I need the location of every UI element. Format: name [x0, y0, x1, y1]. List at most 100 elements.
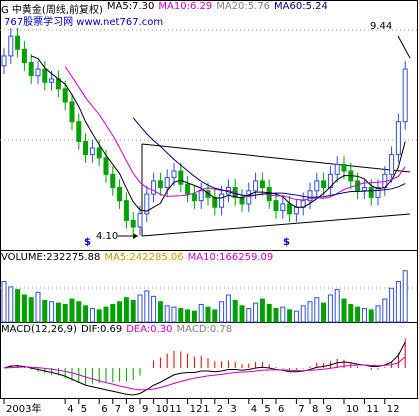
volume-bar	[389, 287, 395, 323]
x-tick-label: 10	[156, 404, 169, 415]
candle-body	[314, 180, 320, 192]
candle-body	[130, 219, 136, 228]
chart-title: G 中黄金(周线,前复权)	[1, 5, 103, 16]
volume-bar	[368, 309, 374, 323]
volume-bar	[212, 309, 218, 323]
candle-body	[287, 203, 293, 215]
volume-bar	[130, 299, 136, 323]
candle-body	[375, 187, 381, 198]
indicator-label: MA60:5.24	[274, 1, 328, 12]
high-annotation: 9.44	[370, 21, 392, 32]
candle-body	[259, 180, 265, 188]
candle-body	[253, 180, 259, 192]
volume-bar	[239, 305, 245, 323]
volume-bar	[307, 301, 313, 323]
candle-body	[198, 190, 204, 202]
signal-marker: $	[283, 237, 290, 248]
watermark: 767股票学习网 www.net767.com	[4, 17, 164, 28]
candle-body	[334, 163, 340, 175]
volume-bar	[103, 306, 109, 323]
x-tick-label: 6	[278, 404, 284, 415]
volume-bar	[1, 281, 7, 323]
candle-body	[1, 55, 7, 67]
candle-body	[69, 101, 75, 123]
candle-body	[83, 140, 89, 156]
candle-body	[62, 88, 68, 103]
macd-header: MACD(12,26,9) DIF:0.69 DEA:0.30 MACD:0.78	[1, 324, 232, 335]
x-tick-label: 2	[217, 404, 223, 415]
candle-body	[96, 147, 102, 159]
candle-body	[103, 157, 109, 175]
low-annotation: 4.10	[96, 231, 118, 242]
ma-line	[132, 117, 406, 198]
volume-bar	[266, 303, 272, 323]
watermark-row: 767股票学习网 www.net767.com	[4, 13, 163, 28]
volume-bar	[219, 301, 225, 323]
indicator-label: MA20:5.76	[216, 1, 271, 12]
macd-line	[3, 341, 406, 396]
candle-body	[273, 200, 279, 212]
volume-bar	[327, 294, 333, 323]
volume-bar	[355, 306, 361, 323]
candle-body	[368, 187, 374, 198]
volume-header: VOLUME:232275.88 MA5:242285.06 MA10:166259…	[1, 252, 273, 263]
candle-body	[171, 170, 177, 179]
volume-bar	[55, 302, 61, 323]
candle-body	[117, 187, 123, 202]
volume-bar	[178, 308, 184, 323]
volume-bar	[293, 310, 299, 323]
volume-bar	[164, 305, 170, 323]
candle-body	[307, 190, 313, 202]
x-tick-label: 12	[190, 404, 203, 415]
volume-bar	[15, 289, 21, 323]
volume-bar	[110, 303, 116, 323]
volume-bar	[382, 298, 388, 323]
arrow	[397, 35, 411, 59]
candle-body	[21, 48, 27, 64]
candle-body	[157, 180, 163, 188]
volume-bar	[321, 302, 327, 323]
x-tick-label: 4	[251, 404, 257, 415]
volume-bar	[185, 309, 191, 323]
volume-bar	[273, 308, 279, 323]
volume-bar	[246, 308, 252, 323]
candle-body	[137, 213, 143, 228]
candle-body	[144, 193, 150, 215]
volume-bar	[144, 290, 150, 323]
x-tick-label: 8	[128, 404, 134, 415]
candle-body	[205, 190, 211, 198]
x-tick-label: 4	[67, 404, 73, 415]
volume-bar	[42, 299, 48, 323]
frame	[0, 0, 418, 399]
x-tick-label: 2003年	[6, 402, 41, 415]
volume-bar	[8, 286, 14, 323]
candle-body	[123, 200, 129, 221]
volume-bar	[21, 294, 27, 323]
volume-label: MA10:166259.09	[187, 252, 274, 263]
volume-bar	[137, 294, 143, 323]
volume-bar	[232, 299, 238, 323]
arrow-head	[133, 233, 138, 239]
volume-bar	[191, 310, 197, 323]
x-tick-label: 5	[81, 404, 87, 415]
volume-bar	[402, 270, 408, 323]
volume-bar	[83, 305, 89, 323]
volume-bar	[314, 297, 320, 323]
volume-bar	[287, 309, 293, 323]
volume-bar	[157, 301, 163, 323]
volume-bar	[69, 298, 75, 323]
x-tick-label: 6	[101, 404, 107, 415]
x-tick-label: 1	[203, 404, 209, 415]
volume-label: VOLUME:232275.88	[1, 252, 101, 263]
candle-body	[178, 170, 184, 185]
candle-body	[28, 62, 34, 77]
candle-body	[341, 163, 347, 172]
volume-bar	[334, 289, 340, 323]
x-tick-label: 11	[169, 404, 182, 415]
volume-bar	[225, 294, 231, 323]
trend-line	[141, 213, 411, 237]
candle-body	[395, 121, 401, 156]
candle-body	[280, 203, 286, 212]
